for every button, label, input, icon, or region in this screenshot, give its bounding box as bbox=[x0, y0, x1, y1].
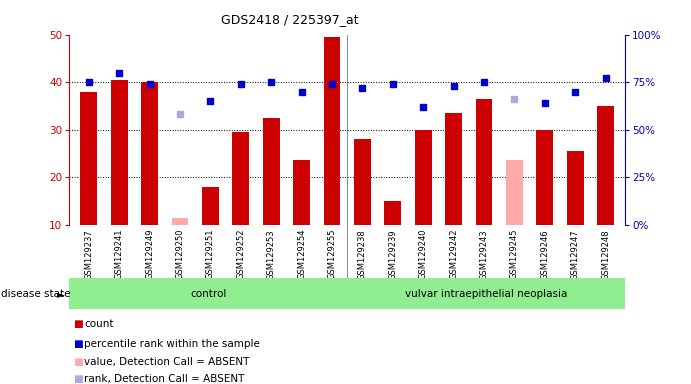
Text: GSM129243: GSM129243 bbox=[480, 229, 489, 280]
Text: ■: ■ bbox=[73, 357, 82, 367]
Text: ■: ■ bbox=[73, 339, 82, 349]
Bar bbox=[202, 187, 219, 225]
Bar bbox=[354, 139, 371, 225]
Bar bbox=[141, 82, 158, 225]
Text: GDS2418 / 225397_at: GDS2418 / 225397_at bbox=[221, 13, 359, 26]
Bar bbox=[384, 201, 401, 225]
Bar bbox=[536, 130, 553, 225]
Text: GSM129250: GSM129250 bbox=[176, 229, 184, 280]
Text: GSM129249: GSM129249 bbox=[145, 229, 154, 280]
Text: count: count bbox=[84, 319, 114, 329]
Text: vulvar intraepithelial neoplasia: vulvar intraepithelial neoplasia bbox=[405, 289, 567, 299]
Bar bbox=[232, 132, 249, 225]
Text: GSM129242: GSM129242 bbox=[449, 229, 458, 280]
Text: ■: ■ bbox=[73, 319, 82, 329]
Bar bbox=[506, 161, 523, 225]
Text: GSM129247: GSM129247 bbox=[571, 229, 580, 280]
Text: value, Detection Call = ABSENT: value, Detection Call = ABSENT bbox=[84, 357, 249, 367]
Text: GSM129255: GSM129255 bbox=[328, 229, 337, 280]
Bar bbox=[293, 161, 310, 225]
Text: GSM129237: GSM129237 bbox=[84, 229, 93, 280]
Bar bbox=[171, 217, 189, 225]
Bar bbox=[567, 151, 584, 225]
Text: disease state: disease state bbox=[1, 289, 71, 299]
Text: GSM129253: GSM129253 bbox=[267, 229, 276, 280]
Bar bbox=[597, 106, 614, 225]
Bar bbox=[347, 278, 625, 309]
Text: GSM129241: GSM129241 bbox=[115, 229, 124, 280]
Text: GSM129246: GSM129246 bbox=[540, 229, 549, 280]
Text: GSM129238: GSM129238 bbox=[358, 229, 367, 280]
Bar bbox=[69, 278, 348, 309]
Text: GSM129245: GSM129245 bbox=[510, 229, 519, 280]
Text: GSM129248: GSM129248 bbox=[601, 229, 610, 280]
Text: GSM129254: GSM129254 bbox=[297, 229, 306, 280]
Bar bbox=[111, 80, 128, 225]
Bar bbox=[263, 118, 280, 225]
Text: GSM129239: GSM129239 bbox=[388, 229, 397, 280]
Bar bbox=[323, 37, 341, 225]
Bar bbox=[475, 99, 493, 225]
Text: GSM129251: GSM129251 bbox=[206, 229, 215, 280]
Text: GSM129240: GSM129240 bbox=[419, 229, 428, 280]
Text: rank, Detection Call = ABSENT: rank, Detection Call = ABSENT bbox=[84, 374, 245, 384]
Text: control: control bbox=[190, 289, 227, 299]
Text: ►: ► bbox=[57, 289, 65, 299]
Bar bbox=[80, 92, 97, 225]
Text: GSM129252: GSM129252 bbox=[236, 229, 245, 280]
Text: percentile rank within the sample: percentile rank within the sample bbox=[84, 339, 261, 349]
Bar bbox=[415, 130, 432, 225]
Bar bbox=[445, 113, 462, 225]
Text: ■: ■ bbox=[73, 374, 82, 384]
